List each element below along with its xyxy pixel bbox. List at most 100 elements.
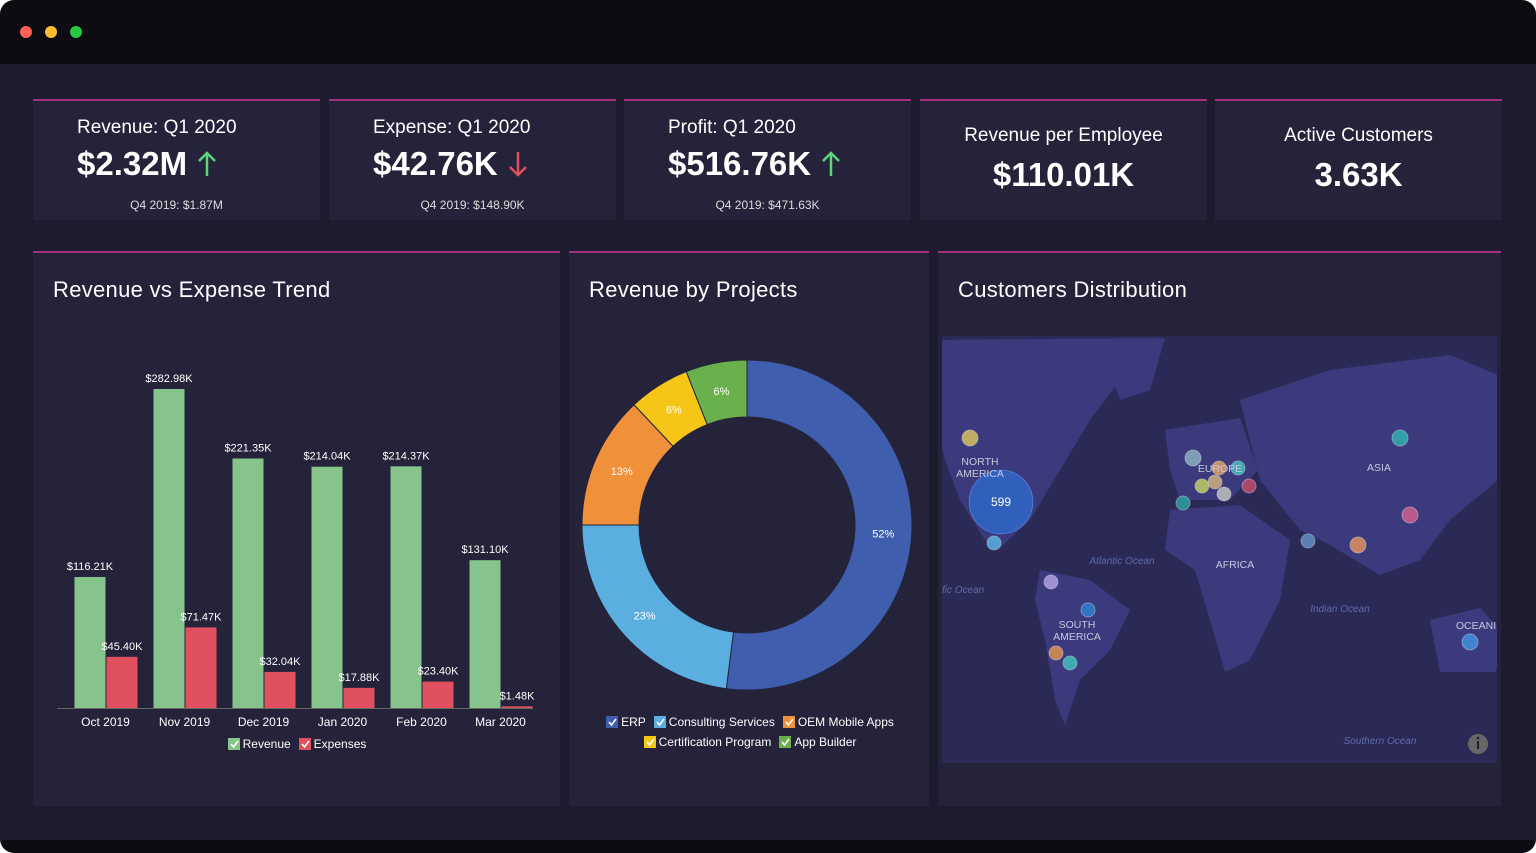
donut-legend: ERP Consulting Services OEM Mobile Apps Cer… [590,715,910,749]
value-label: $45.40K [102,641,144,653]
kpi-title: Revenue per Employee [964,125,1163,146]
legend-swatch [606,716,619,728]
kpi-value-text: $516.76K [668,145,812,182]
kpi-title: Profit: Q1 2020 [668,117,796,138]
kpi-value: 3.63K [1215,156,1502,194]
panel-title: Revenue by Projects [589,277,798,302]
slice-label: 52% [872,529,894,541]
check [608,718,617,727]
close-button[interactable] [20,26,32,38]
kpi-value: $110.01K [920,156,1207,194]
kpi-previous: Q4 2019: $148.90K [420,198,525,212]
legend-label: OEM Mobile Apps [797,715,894,729]
kpi-title: Active Customers [1284,125,1433,146]
region-label: AMERICA [956,468,1004,480]
bubble [968,469,1034,535]
legend-checkbox[interactable] [779,736,792,748]
bar [74,576,106,708]
bar [106,656,138,708]
kpi-value: $42.76K [373,145,528,183]
ocean-label: Indian Ocean [1310,604,1370,615]
legend-swatch [653,716,666,728]
bar [343,687,375,708]
arrow [822,151,841,176]
legend-item: Consulting Services [653,715,775,729]
legend-swatch [782,716,795,728]
world-map: 599NORTHAMERICASOUTHAMERICAEUROPEAFRICAA… [942,336,1497,763]
slice-label: 23% [634,610,656,622]
bar [501,706,533,708]
legend-checkbox[interactable] [782,716,795,728]
check [781,738,790,747]
bar [264,671,296,708]
kpi-value-text: 3.63K [1314,156,1403,193]
value-label: $23.40K [418,666,460,678]
donut-slice [725,359,913,691]
land [942,338,1497,725]
value-label: $116.21K [67,561,114,573]
value-label: $214.37K [382,450,430,462]
arrow [198,151,216,176]
region-label: AFRICA [1216,559,1255,571]
bar-panel: Revenue vs Expense Trend [33,251,560,806]
value-label: $214.04K [303,451,351,463]
legend-checkbox[interactable] [298,738,311,750]
x-tick-label: Oct 2019 [81,715,130,729]
legend-label: Consulting Services [668,715,775,729]
legend-checkbox[interactable] [606,716,619,728]
bar [311,466,343,708]
check [785,718,794,727]
legend-swatch [643,736,656,748]
legend-label: ERP [621,715,646,729]
kpi-card: Expense: Q1 2020 $42.76K Q4 2019: $148.90K [329,99,616,220]
arrow [508,152,527,177]
donut-slice [685,359,748,426]
region-label: OCEANI [1456,620,1496,632]
value-label: $221.35K [224,442,272,454]
legend-item: Certification Program [643,735,771,749]
check [656,718,665,727]
region-label: EUROPE [1198,463,1242,475]
check [645,738,655,747]
kpi-card: Active Customers 3.63K [1215,99,1502,220]
legend-checkbox[interactable] [643,736,656,748]
x-tick-label: Dec 2019 [238,715,290,729]
legend-item: Revenue [227,737,291,751]
ocean-label: Atlantic Ocean [1088,556,1154,567]
minimize-button[interactable] [45,26,57,38]
kpi-value-text: $42.76K [373,145,498,182]
legend-checkbox[interactable] [653,716,666,728]
legend-item: OEM Mobile Apps [782,715,894,729]
legend-swatch [779,736,792,748]
maximize-button[interactable] [70,26,82,38]
x-tick-label: Jan 2020 [318,715,368,729]
legend-checkbox[interactable] [227,738,240,750]
slice-label: 6% [713,386,729,398]
check [301,740,310,749]
slice-label: 6% [666,405,682,417]
bar [153,389,185,708]
ocean-label: fic Ocean [942,585,985,596]
kpi-value-text: $2.32M [77,145,188,182]
x-tick-label: Feb 2020 [396,715,447,729]
kpi-value: $2.32M [77,145,217,183]
legend-label: App Builder [794,735,857,749]
bubble-label: 599 [991,495,1011,509]
bar [390,466,422,708]
kpi-value-text: $110.01K [992,156,1135,193]
kpi-card: Profit: Q1 2020 $516.76K Q4 2019: $471.63K [624,99,911,220]
value-label: $71.47K [181,611,223,623]
trend-arrow [508,152,527,177]
value-label: $17.88K [339,672,381,684]
legend-item: ERP [606,715,646,729]
region-label: AMERICA [1053,631,1101,643]
info-icon [1476,736,1480,740]
ocean-label: Southern Ocean [1344,736,1417,747]
legend-swatch [298,738,311,750]
donut-slice [581,524,735,690]
customer-dots [961,429,1479,671]
value-label: $131.10K [461,544,509,556]
info-icon [1477,741,1479,749]
kpi-previous: Q4 2019: $1.87M [130,198,223,212]
